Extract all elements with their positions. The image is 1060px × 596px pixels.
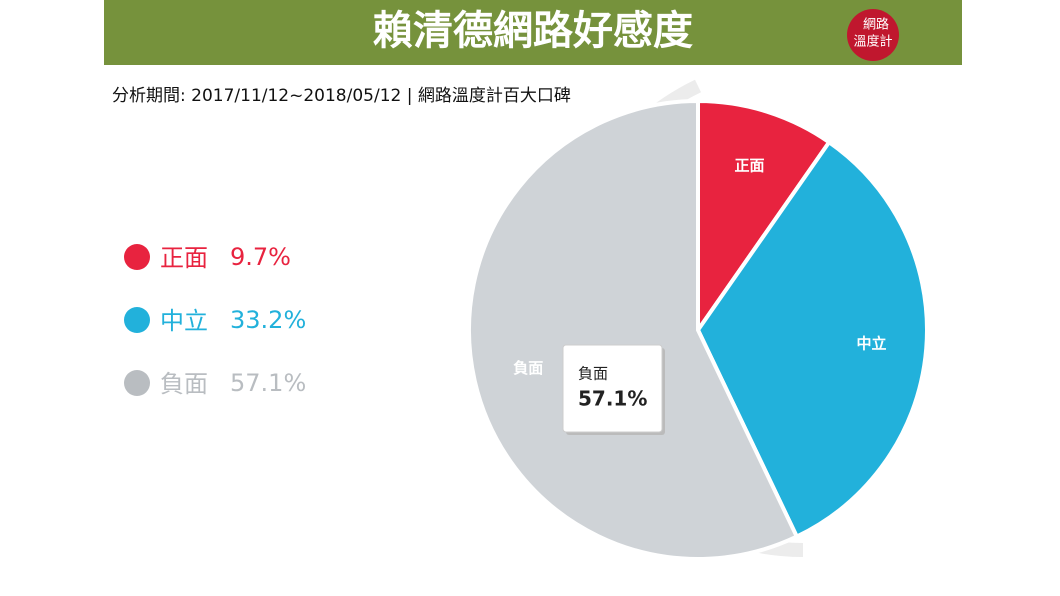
legend-value: 9.7% — [230, 243, 291, 271]
slice-label: 負面 — [513, 359, 543, 377]
legend-marker — [124, 244, 150, 270]
tooltip: 負面 57.1% — [562, 344, 665, 435]
pie-slice — [467, 98, 800, 561]
legend-label: 中立 — [160, 307, 208, 335]
tooltip-value: 57.1% — [578, 387, 647, 411]
tooltip-box — [562, 344, 663, 433]
slice-label: 中立 — [856, 335, 886, 353]
logo-text: 溫度計 — [853, 34, 892, 50]
logo-text: 網路 — [863, 17, 889, 33]
legend: 正面 9.7% 中立 33.2% 負面 57.1% — [124, 243, 306, 398]
pie-slice — [696, 98, 832, 337]
legend-marker — [124, 370, 150, 396]
legend-value: 57.1% — [230, 369, 306, 397]
subtitle: 分析期間: 2017/11/12~2018/05/12 | 網路溫度計百大口碑 — [112, 86, 571, 106]
tooltip-label: 負面 — [578, 365, 608, 383]
legend-label: 正面 — [160, 244, 208, 272]
legend-value: 33.2% — [230, 306, 306, 334]
legend-marker — [124, 307, 150, 333]
chart-title: 賴清德網路好感度 — [373, 8, 693, 54]
logo — [847, 9, 899, 61]
title-banner — [104, 0, 962, 65]
legend-label: 負面 — [160, 370, 208, 398]
pie-slice — [695, 139, 929, 540]
slice-label: 正面 — [735, 157, 765, 175]
